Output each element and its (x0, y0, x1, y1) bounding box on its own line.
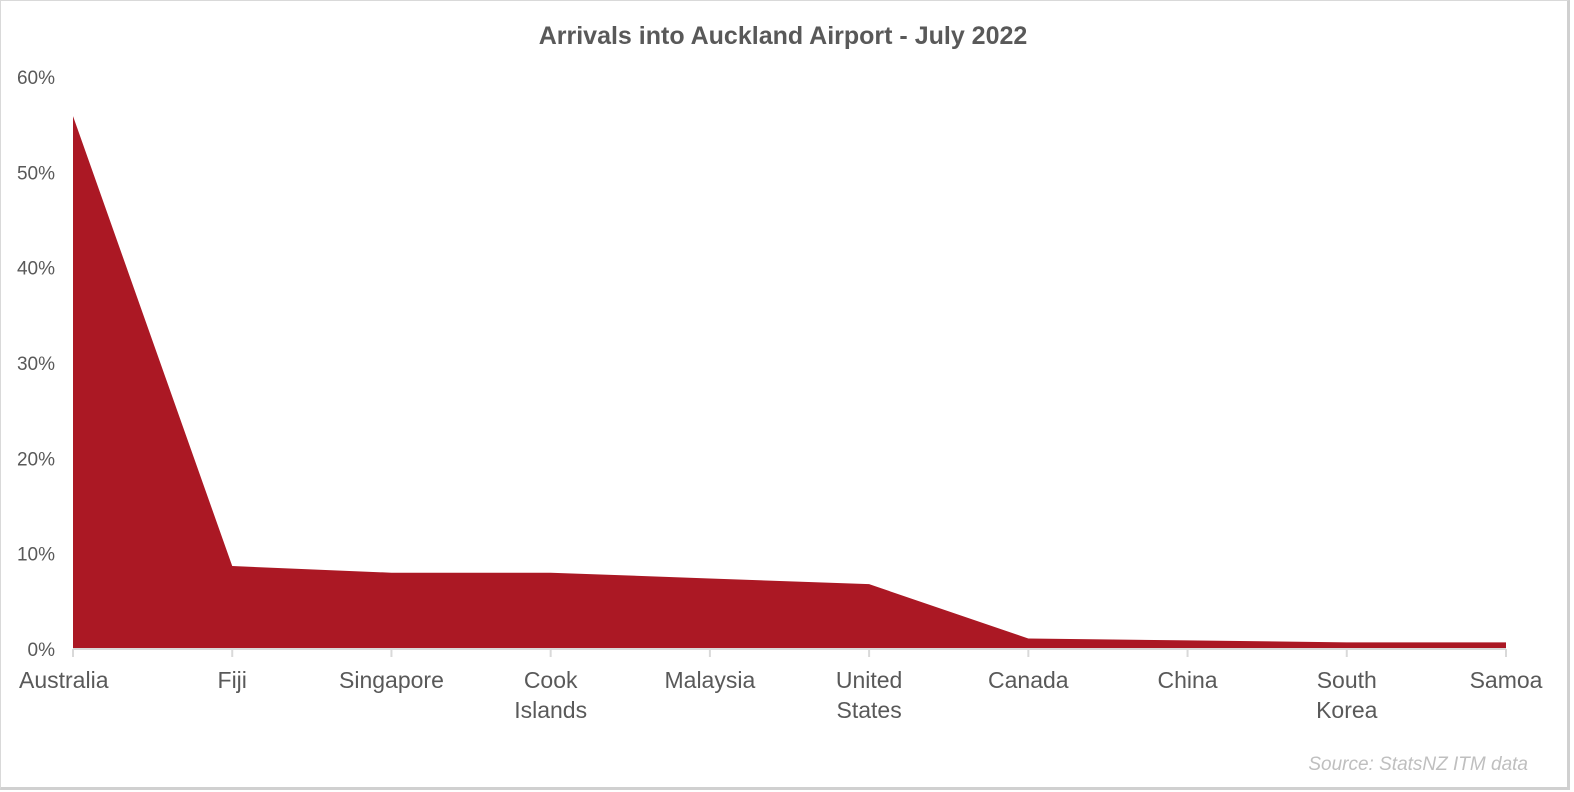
x-tick-label: South Korea (1316, 667, 1378, 723)
y-tick-label: 10% (17, 545, 55, 566)
y-tick-label: 0% (28, 640, 56, 661)
y-tick-label: 20% (17, 449, 55, 470)
x-tick-label: Singapore (339, 667, 444, 693)
y-tick-label: 50% (17, 163, 55, 184)
y-tick-label: 30% (17, 354, 55, 375)
x-tick-label: United States (836, 667, 902, 723)
x-tick-label: Cook Islands (514, 667, 587, 723)
x-tick-label: Fiji (218, 667, 247, 693)
x-tick-label: Samoa (1470, 667, 1543, 693)
chart-title: Arrivals into Auckland Airport - July 20… (539, 22, 1028, 50)
x-tick-label: Canada (988, 667, 1069, 693)
x-tick-label: Malaysia (665, 667, 756, 693)
source-note: Source: StatsNZ ITM data (1308, 754, 1528, 775)
y-tick-label: 40% (17, 259, 55, 280)
x-tick-label: Australia (19, 667, 109, 693)
y-tick-label: 60% (17, 68, 55, 89)
x-tick-label: China (1158, 667, 1218, 693)
area-series (73, 116, 1506, 649)
